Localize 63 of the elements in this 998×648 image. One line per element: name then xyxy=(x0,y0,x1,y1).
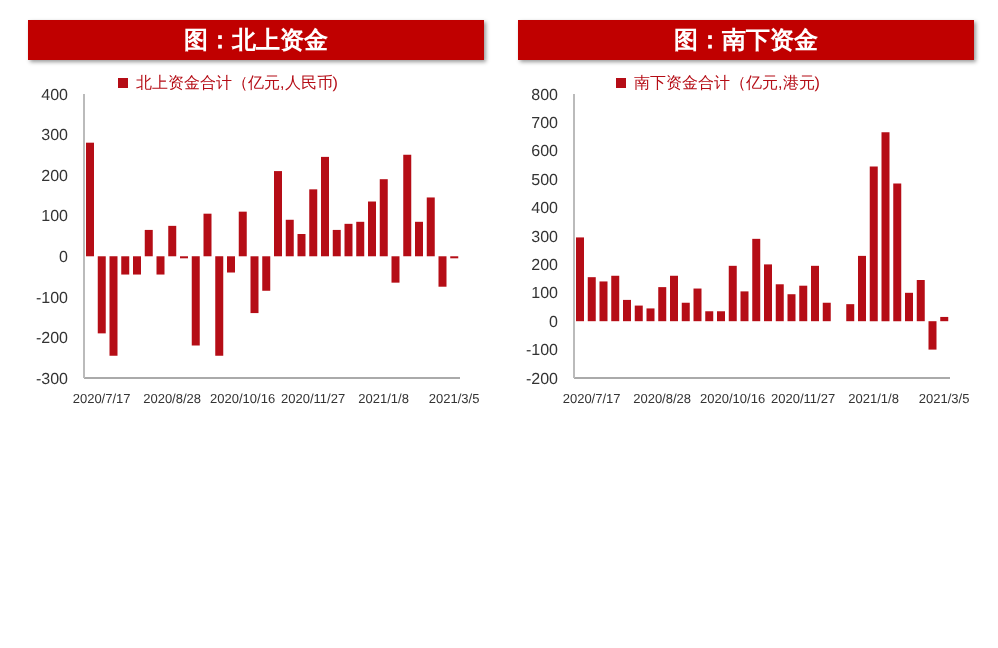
bar xyxy=(775,284,784,322)
legend-label: 北上资金合计（亿元,人民币) xyxy=(136,74,338,92)
y-tick-label: -200 xyxy=(525,369,560,388)
bar xyxy=(321,156,329,257)
bar xyxy=(215,256,224,356)
bar xyxy=(681,302,690,322)
bar xyxy=(274,171,282,257)
bar xyxy=(869,166,878,322)
bar xyxy=(928,321,937,350)
bar xyxy=(846,304,855,322)
bar xyxy=(717,311,725,322)
bar xyxy=(822,302,831,322)
bar xyxy=(168,225,177,257)
legend-label: 南下资金合计（亿元,港元) xyxy=(634,74,820,92)
y-tick-label: 300 xyxy=(41,126,70,145)
bar xyxy=(940,316,949,322)
y-tick-label: 500 xyxy=(531,170,560,189)
y-tick-label: -100 xyxy=(35,288,70,307)
y-tick-label: 300 xyxy=(531,227,560,246)
y-tick-label: 400 xyxy=(531,199,560,218)
bar xyxy=(587,277,596,322)
chart-title: 图：南下资金 xyxy=(518,20,974,60)
bar xyxy=(623,299,631,322)
bar xyxy=(670,275,678,322)
bar xyxy=(415,221,423,257)
bar xyxy=(379,179,388,257)
bar xyxy=(403,154,412,257)
bar xyxy=(227,256,235,273)
bar xyxy=(203,213,212,257)
bar xyxy=(285,219,294,257)
y-tick-label: 400 xyxy=(41,85,70,104)
bar xyxy=(156,256,165,275)
y-tick-label: -200 xyxy=(35,329,70,348)
y-tick-label: 700 xyxy=(531,114,560,133)
y-tick-label: -100 xyxy=(525,341,560,360)
bar xyxy=(576,237,584,322)
bar xyxy=(97,256,106,334)
bar xyxy=(916,280,925,322)
bar xyxy=(634,305,643,322)
bar xyxy=(728,265,737,322)
y-tick-label: 200 xyxy=(41,166,70,185)
y-tick-label: 0 xyxy=(549,312,560,331)
bar xyxy=(811,265,819,322)
bar xyxy=(332,229,341,257)
y-tick-label: 200 xyxy=(531,256,560,275)
y-tick-label: 100 xyxy=(41,207,70,226)
bar xyxy=(858,255,866,322)
bar xyxy=(368,201,376,257)
bar xyxy=(905,292,913,322)
bar xyxy=(191,256,200,346)
y-tick-label: -300 xyxy=(35,369,70,388)
bar xyxy=(86,142,94,257)
bar xyxy=(238,211,247,257)
y-tick-label: 800 xyxy=(531,85,560,104)
bar xyxy=(391,256,400,283)
bar xyxy=(426,197,435,257)
bar xyxy=(764,264,772,322)
y-tick-label: 600 xyxy=(531,142,560,161)
bar xyxy=(133,256,141,275)
bar xyxy=(144,229,153,257)
y-tick-label: 100 xyxy=(531,284,560,303)
y-tick-label: 0 xyxy=(59,247,70,266)
chart-title: 图：北上资金 xyxy=(28,20,484,60)
